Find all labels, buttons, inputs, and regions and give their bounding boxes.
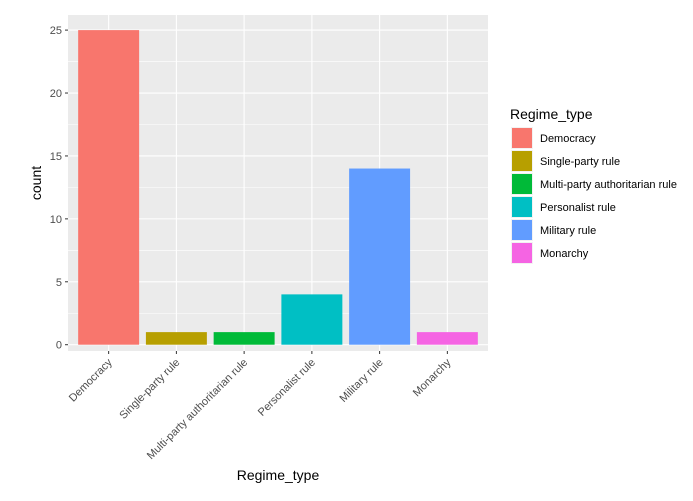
x-tick-label: Monarchy [411,356,454,399]
bar [349,168,411,345]
legend-label: Democracy [540,133,596,145]
legend-key [512,151,532,171]
y-tick-label: 10 [50,214,62,226]
x-tick-label: Single-party rule [117,357,182,422]
x-tick-label: Democracy [67,356,115,404]
y-axis-ticks: 0 5 10 15 20 25 [50,25,68,352]
legend-key [512,243,532,263]
bar [145,332,207,345]
bar [78,30,140,345]
y-tick-label: 15 [50,151,62,163]
legend-label: Military rule [540,225,596,237]
y-tick-label: 20 [50,88,62,100]
y-tick-label: 5 [56,277,62,289]
x-axis-title: Regime_type [237,467,320,483]
legend-key [512,128,532,148]
y-tick-label: 0 [56,340,62,352]
x-tick-label: Personalist rule [256,357,318,419]
bar [281,294,343,345]
legend-title: Regime_type [510,106,593,122]
legend-label: Monarchy [540,248,589,260]
y-tick-label: 25 [50,25,62,37]
legend-label: Multi-party authoritarian rule [540,179,677,191]
x-tick-label: Military rule [337,357,385,405]
legend-key [512,174,532,194]
legend-label: Personalist rule [540,202,616,214]
y-axis-title: count [28,166,44,200]
legend-key [512,220,532,240]
bar [213,332,275,345]
legend-label: Single-party rule [540,156,620,168]
bar [416,332,478,345]
legend: Regime_type Democracy Single-party rule Mu… [510,106,677,264]
legend-key [512,197,532,217]
bars [78,30,478,345]
